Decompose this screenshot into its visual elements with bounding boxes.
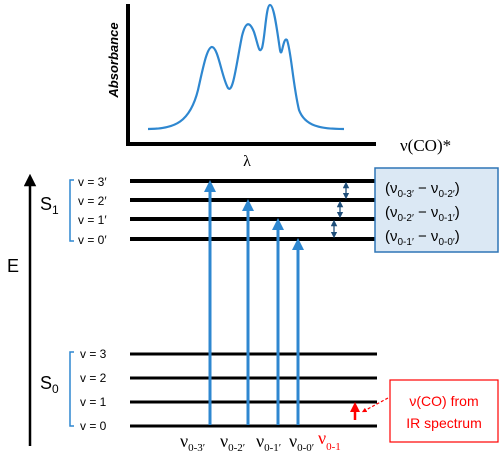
s1-level-label: v = 1′ [78,213,107,227]
lambda-label: λ [243,153,251,170]
s1-level-label: v = 2′ [78,194,107,208]
transition-labels: ν0-3′ ν0-2′ ν0-1′ ν0-0′ ν0-1 [180,428,341,454]
s0-bracket [69,351,74,427]
ir-box: ν(CO) from IR spectrum [361,379,499,443]
s1-bracket [69,179,74,242]
transition-label: ν0-3′ [180,431,205,454]
spacing-line: (ν0-1′ − ν0-0′) [385,228,460,248]
spacing-box-frame [374,167,499,253]
s0-state: S0 v = 3 v = 2 v = 1 v = 0 [40,347,377,433]
s1-level-label: v = 0′ [78,233,107,247]
s0-level-label: v = 1 [80,395,107,409]
energy-axis: E [7,173,37,446]
ir-box-line2: IR spectrum [406,415,481,431]
s0-level-label: v = 2 [80,371,107,385]
spectrum-curve [147,3,345,131]
spacing-line: (ν0-3′ − ν0-2′) [385,180,460,200]
absorbance-spectrum: Absorbance λ ν(CO)* [106,3,451,170]
s0-level-label: v = 0 [80,419,107,433]
nu-co-excited-label: ν(CO)* [400,136,451,155]
energy-label: E [7,256,19,276]
transition-arrows [204,180,360,425]
transition-label: ν0-0′ [289,431,314,454]
transition-label: ν0-1′ [256,431,281,454]
s0-label: S0 [40,373,59,396]
ir-transition-label: ν0-1 [318,428,341,453]
spacing-arrows [330,181,350,239]
s1-state: S1 v = 3′ v = 2′ v = 1′ v = 0′ [40,175,377,247]
ir-box-frame [389,379,499,443]
absorbance-label: Absorbance [106,22,121,98]
ir-box-line1: ν(CO) from [409,393,478,409]
transition-label: ν0-2′ [220,431,245,454]
s1-label: S1 [40,194,59,217]
s1-level-label: v = 3′ [78,175,107,189]
spacing-box: (ν0-3′ − ν0-2′) (ν0-2′ − ν0-1′) (ν0-1′ −… [374,167,499,253]
s0-level-label: v = 3 [80,347,107,361]
spacing-line: (ν0-2′ − ν0-1′) [385,204,460,224]
ir-pointer-arrow [361,397,389,413]
